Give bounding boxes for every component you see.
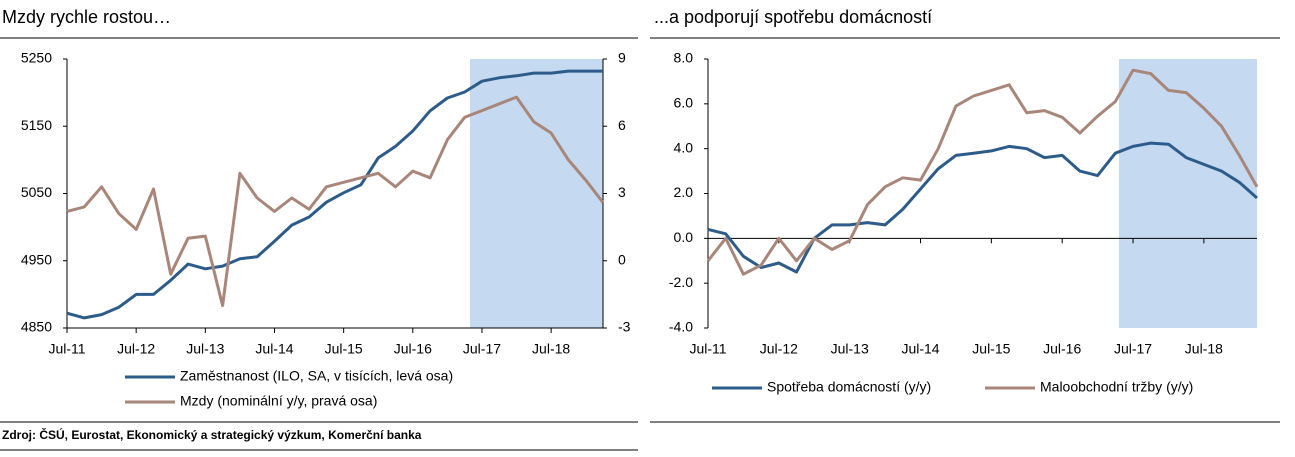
series-line	[707, 141, 1258, 274]
x-tick-label: Jul-12	[117, 341, 155, 357]
x-tick-label: Jul-16	[1043, 341, 1081, 357]
x-tick-label: Jul-12	[760, 341, 798, 357]
legend-label: Mzdy (nominální y/y, pravá osa)	[180, 393, 377, 409]
x-tick-label: Jul-11	[689, 341, 726, 357]
y-tick-label: 6.0	[674, 95, 694, 111]
y2-tick-label: -3	[618, 319, 631, 335]
x-tick-label: Jul-17	[1114, 341, 1152, 357]
source: Zdroj: ČSÚ, Eurostat, Ekonomický a strat…	[2, 427, 422, 442]
y-tick-label: -2.0	[669, 274, 693, 290]
legend-label: Spotřeba domácností (y/y)	[767, 379, 931, 395]
x-tick-label: Jul-15	[325, 341, 363, 357]
x-tick-label: Jul-17	[463, 341, 501, 357]
y-tick-label: 5050	[21, 184, 52, 200]
series-line	[66, 95, 605, 308]
x-tick-label: Jul-18	[1185, 341, 1223, 357]
x-tick-label: Jul-16	[394, 341, 432, 357]
forecast-shade	[470, 59, 603, 328]
y2-tick-label: 0	[618, 251, 626, 267]
x-tick-label: Jul-15	[972, 341, 1010, 357]
y-tick-label: 4.0	[674, 139, 694, 155]
y-tick-label: 4850	[21, 319, 52, 335]
x-tick-label: Jul-13	[831, 341, 869, 357]
y-tick-label: 5150	[21, 117, 52, 133]
series-line	[66, 69, 603, 320]
y2-tick-label: 6	[618, 117, 626, 133]
y-tick-label: 4950	[21, 251, 52, 267]
y2-tick-label: 9	[618, 50, 626, 66]
chart-title: ...a podporují spotřebu domácností	[654, 7, 932, 27]
y-tick-label: 8.0	[674, 50, 694, 66]
y-tick-label: 2.0	[674, 184, 694, 200]
y-tick-label: 0.0	[674, 229, 694, 245]
x-tick-label: Jul-18	[532, 341, 570, 357]
y-tick-label: -4.0	[669, 319, 693, 335]
series-line	[706, 68, 1259, 276]
forecast-shade	[1119, 59, 1257, 328]
y-tick-label: 5250	[21, 50, 52, 66]
chart-title: Mzdy rychle rostou…	[2, 7, 171, 27]
x-tick-label: Jul-14	[901, 341, 939, 357]
x-tick-label: Jul-13	[186, 341, 224, 357]
x-tick-label: Jul-11	[48, 341, 85, 357]
legend-label: Zaměstnanost (ILO, SA, v tisících, levá …	[180, 368, 453, 384]
x-tick-label: Jul-14	[255, 341, 293, 357]
y2-tick-label: 3	[618, 184, 626, 200]
legend-label: Maloobchodní tržby (y/y)	[1040, 379, 1193, 395]
